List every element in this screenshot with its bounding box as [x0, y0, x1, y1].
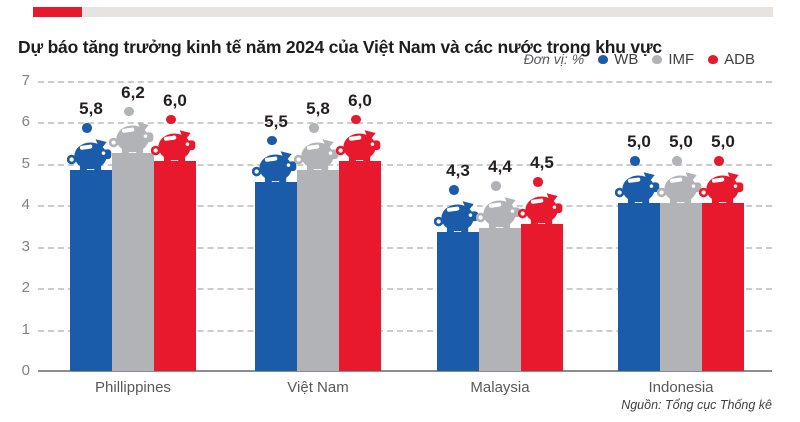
bar	[521, 223, 563, 371]
category-label-Malaysia: Malaysia	[470, 379, 530, 396]
gridline-2	[38, 288, 772, 291]
coin-icon	[351, 114, 361, 125]
legend-item-wb: WB	[598, 51, 638, 68]
coin-icon	[166, 114, 176, 125]
category-label-Indonesia: Indonesia	[648, 379, 714, 396]
gridline-5	[38, 163, 772, 166]
x-axis-line	[38, 370, 772, 372]
coin-icon	[672, 156, 682, 166]
bar-column-Việt Nam-ADB: 6,0	[336, 91, 384, 371]
chart-legend: Đơn vị: % WB IMF ADB	[524, 50, 755, 68]
bar	[660, 202, 702, 371]
y-tick-label-3: 3	[21, 237, 30, 255]
bar-value-label: 5,0	[711, 132, 735, 152]
piggy-bank-icon	[518, 192, 563, 226]
bar	[154, 161, 196, 371]
page-title: Dự báo tăng trưởng kinh tế năm 2024 của …	[18, 36, 662, 57]
bar-column-Malaysia-ADB: 4,5	[518, 153, 566, 371]
bar	[255, 182, 297, 371]
y-tick-label-7: 7	[21, 71, 30, 89]
y-tick-label-4: 4	[21, 196, 30, 214]
piggy-bank-icon	[336, 130, 381, 163]
piggy-bank-icon	[476, 196, 521, 230]
gridline-7	[38, 80, 772, 83]
piggy-bank-icon	[657, 172, 702, 205]
piggy-bank-icon	[252, 151, 297, 184]
coin-icon	[630, 156, 640, 166]
wb-dot-icon	[598, 54, 609, 64]
piggy-bank-icon	[699, 172, 744, 205]
imf-dot-icon	[652, 54, 663, 64]
bar-column-Malaysia-IMF: 4,4	[476, 157, 524, 371]
bar-value-label: 5,5	[264, 111, 288, 131]
category-label-Phillippines: Phillippines	[95, 379, 171, 396]
bar-column-Indonesia-WB: 5,0	[615, 132, 663, 371]
category-label-Việt Nam: Việt Nam	[287, 379, 349, 396]
bar-value-label: 5,8	[306, 99, 330, 119]
coin-icon	[82, 123, 92, 133]
coin-icon	[124, 106, 134, 117]
bar-column-Phillippines-WB: 5,8	[67, 99, 115, 371]
legend-label-adb: ADB	[724, 50, 755, 68]
bar	[112, 153, 154, 371]
bar-value-label: 5,8	[79, 99, 103, 119]
adb-dot-icon	[708, 54, 719, 64]
bar-value-label: 6,2	[121, 82, 145, 102]
piggy-bank-icon	[615, 172, 660, 205]
piggy-bank-icon	[151, 130, 196, 163]
bar	[70, 169, 112, 371]
legend-item-adb: ADB	[708, 51, 755, 68]
bar	[437, 231, 479, 371]
bar-value-label: 6,0	[348, 90, 372, 110]
coin-icon	[267, 135, 277, 146]
piggy-bank-icon	[67, 138, 112, 172]
bar-column-Phillippines-ADB: 6,0	[151, 91, 199, 371]
bar	[339, 161, 381, 371]
coin-icon	[714, 156, 724, 166]
coin-icon	[449, 185, 459, 195]
bar	[479, 227, 521, 371]
bar-column-Phillippines-IMF: 6,2	[109, 83, 157, 371]
coin-icon	[491, 181, 501, 191]
source-note: Nguồn: Tổng cục Thống kê	[621, 398, 772, 412]
gridline-4	[38, 205, 772, 208]
y-tick-label-1: 1	[21, 320, 30, 338]
gridline-1	[38, 329, 772, 332]
bar-column-Malaysia-WB: 4,3	[434, 161, 482, 371]
bar	[618, 202, 660, 371]
bar-value-label: 4,4	[488, 157, 512, 177]
legend-item-imf: IMF	[652, 51, 694, 68]
gridline-6	[38, 122, 772, 125]
bar-value-label: 5,0	[627, 132, 651, 152]
legend-label-imf: IMF	[668, 50, 695, 68]
coin-icon	[533, 177, 543, 187]
bar-column-Indonesia-IMF: 5,0	[657, 132, 705, 371]
y-tick-label-6: 6	[21, 113, 30, 131]
bar-value-label: 6,0	[163, 90, 187, 110]
y-tick-label-5: 5	[21, 154, 30, 172]
piggy-bank-icon	[109, 122, 154, 155]
y-tick-label-0: 0	[21, 362, 30, 379]
piggy-bank-icon	[294, 138, 339, 172]
bar-column-Việt Nam-IMF: 5,8	[294, 99, 342, 371]
bar	[702, 202, 744, 371]
piggy-bank-icon	[434, 201, 479, 234]
bar-column-Indonesia-ADB: 5,0	[699, 132, 747, 371]
unit-label: Đơn vị: %	[523, 51, 585, 67]
bar-value-label: 4,5	[530, 153, 554, 173]
bar-column-Việt Nam-WB: 5,5	[252, 112, 300, 371]
coin-icon	[309, 123, 319, 133]
gridline-3	[38, 246, 772, 249]
bar-value-label: 5,0	[669, 132, 693, 152]
bar	[297, 169, 339, 371]
header-strip	[33, 7, 773, 17]
y-tick-label-2: 2	[21, 279, 30, 297]
header-accent-bar	[33, 7, 82, 17]
bar-value-label: 4,3	[446, 161, 470, 181]
legend-label-wb: WB	[614, 50, 639, 68]
